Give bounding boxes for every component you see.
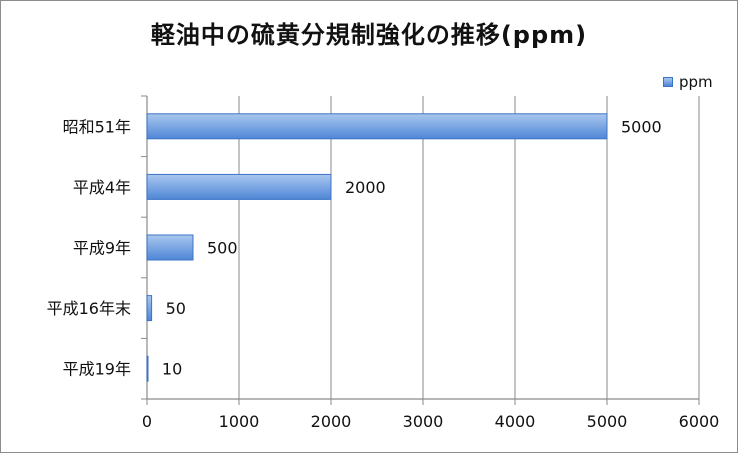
bar bbox=[146, 234, 194, 261]
x-tick-label: 1000 bbox=[219, 412, 260, 431]
bar bbox=[146, 355, 149, 382]
x-tick-label: 4000 bbox=[495, 412, 536, 431]
x-tick-label: 5000 bbox=[587, 412, 628, 431]
category-label: 平成19年 bbox=[63, 360, 131, 379]
legend-label: ppm bbox=[679, 73, 713, 91]
data-label: 5000 bbox=[621, 117, 662, 136]
x-tick-label: 0 bbox=[142, 412, 152, 431]
bar bbox=[146, 173, 332, 200]
bar bbox=[146, 295, 153, 322]
legend-swatch bbox=[663, 77, 673, 87]
x-tick-label: 2000 bbox=[311, 412, 352, 431]
chart-title: 軽油中の硫黄分規制強化の推移(ppm) bbox=[150, 21, 588, 49]
category-label: 昭和51年 bbox=[63, 117, 131, 136]
category-label: 平成16年末 bbox=[47, 299, 131, 318]
category-label: 平成4年 bbox=[73, 178, 131, 197]
legend: ppm bbox=[663, 73, 713, 91]
data-label: 2000 bbox=[345, 178, 386, 197]
data-label: 10 bbox=[162, 360, 182, 379]
x-tick-label: 3000 bbox=[403, 412, 444, 431]
category-label: 平成9年 bbox=[73, 239, 131, 258]
x-tick-label: 6000 bbox=[679, 412, 720, 431]
bar bbox=[146, 113, 608, 140]
data-label: 500 bbox=[207, 239, 238, 258]
data-label: 50 bbox=[166, 299, 186, 318]
